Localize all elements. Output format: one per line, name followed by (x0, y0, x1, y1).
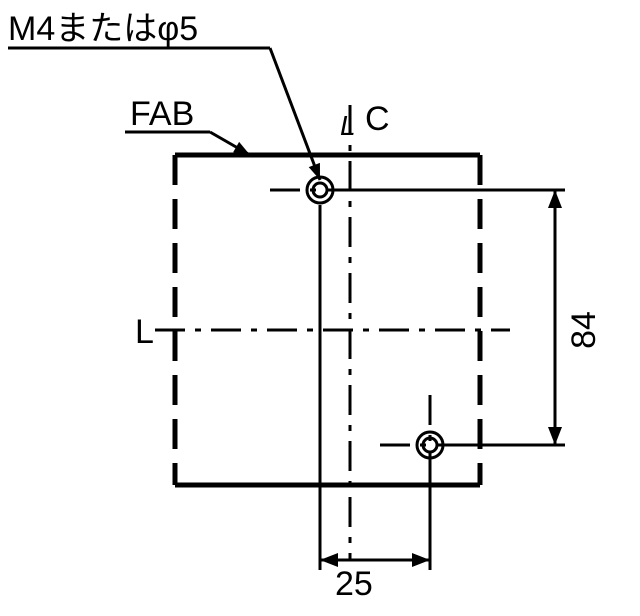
callout-title: M4またはφ5 (8, 10, 198, 48)
centerline-symbol-L-left: L (135, 313, 154, 351)
centerline-symbol-C: C (365, 100, 390, 138)
centerline-symbol-L-top: L (340, 110, 356, 141)
callout-fab: FAB (130, 95, 194, 133)
dim-v-text: 84 (565, 311, 603, 349)
dim-h-text: 25 (335, 565, 373, 603)
